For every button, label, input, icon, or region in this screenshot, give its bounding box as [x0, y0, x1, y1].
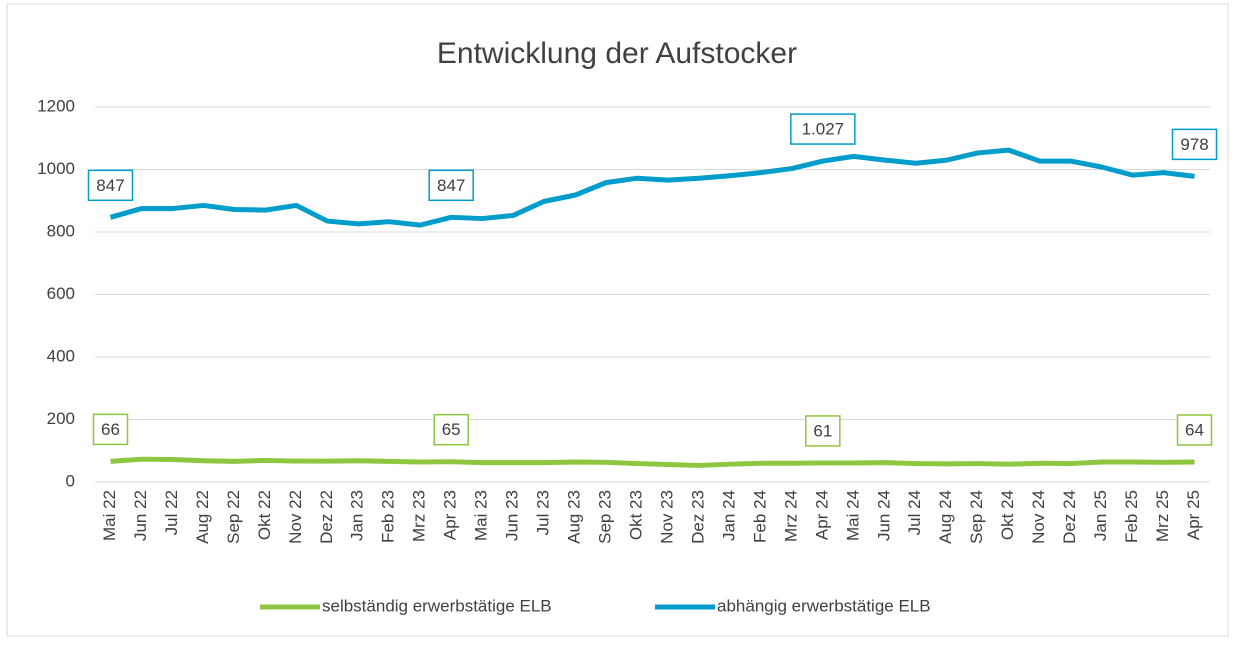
- x-tick-label: Aug 22: [193, 490, 212, 544]
- data-label: 847: [437, 176, 465, 195]
- series-line: [110, 456, 1195, 468]
- data-label: 978: [1180, 135, 1208, 154]
- x-tick-label: Okt 23: [626, 490, 645, 540]
- x-tick-label: Feb 23: [379, 490, 398, 543]
- x-tick-label: Jun 23: [503, 490, 522, 541]
- data-label: 847: [96, 176, 124, 195]
- x-tick-label: Jul 23: [534, 490, 553, 535]
- x-tick-label: Apr 25: [1184, 490, 1203, 540]
- y-tick-label: 1000: [37, 159, 75, 178]
- x-tick-label: Mai 23: [472, 490, 491, 541]
- x-tick-label: Okt 22: [255, 490, 274, 540]
- data-label: 61: [813, 421, 832, 440]
- x-tick-label: Sep 23: [596, 490, 615, 544]
- x-tick-label: Jun 24: [874, 490, 893, 541]
- x-tick-label: Jan 24: [719, 490, 738, 541]
- y-tick-label: 0: [66, 471, 75, 490]
- x-tick-label: Aug 23: [565, 490, 584, 544]
- x-tick-label: Mrz 25: [1153, 490, 1172, 542]
- x-tick-label: Mai 24: [843, 490, 862, 541]
- y-tick-label: 600: [47, 284, 75, 303]
- x-tick-label: Jul 22: [162, 490, 181, 535]
- data-label-box: [790, 113, 856, 145]
- y-tick-label: 200: [47, 409, 75, 428]
- x-tick-label: Mai 22: [100, 490, 119, 541]
- x-tick-label: Apr 23: [441, 490, 460, 540]
- data-label-box: [1171, 128, 1218, 161]
- x-tick-label: Mrz 24: [781, 490, 800, 542]
- data-label: 64: [1185, 420, 1204, 439]
- x-tick-label: Mrz 23: [410, 490, 429, 542]
- data-label: 1.027: [802, 120, 845, 139]
- data-label-box: [433, 413, 469, 446]
- x-tick-label: Jan 25: [1091, 490, 1110, 541]
- y-tick-label: 400: [47, 346, 75, 365]
- data-label: 66: [101, 420, 120, 439]
- x-tick-label: Dez 23: [688, 490, 707, 544]
- x-tick-label: Jul 24: [905, 490, 924, 535]
- x-tick-label: Jun 22: [131, 490, 150, 541]
- legend-label: selbständig erwerbstätige ELB: [322, 596, 552, 615]
- x-tick-label: Jan 23: [348, 490, 367, 541]
- data-label-box: [92, 413, 129, 446]
- series-line: [109, 147, 1195, 228]
- data-label: 65: [442, 420, 461, 439]
- x-tick-label: Feb 24: [750, 490, 769, 543]
- x-tick-label: Sep 24: [967, 490, 986, 544]
- data-label-box: [805, 415, 841, 447]
- x-tick-label: Apr 24: [812, 490, 831, 540]
- data-label-box: [428, 169, 474, 202]
- data-label-box: [1176, 414, 1213, 446]
- x-tick-label: Nov 22: [286, 490, 305, 544]
- legend-label: abhängig erwerbstätige ELB: [717, 596, 931, 615]
- x-tick-label: Nov 23: [657, 490, 676, 544]
- x-tick-label: Nov 24: [1029, 490, 1048, 544]
- data-label-box: [87, 169, 134, 202]
- chart-title: Entwicklung der Aufstocker: [437, 37, 797, 70]
- chart-frame: [6, 3, 1229, 637]
- y-tick-label: 1200: [37, 96, 75, 115]
- y-tick-label: 800: [47, 221, 75, 240]
- x-tick-label: Aug 24: [936, 490, 955, 544]
- x-tick-label: Sep 22: [224, 490, 243, 544]
- x-tick-label: Okt 24: [998, 490, 1017, 540]
- x-tick-label: Dez 24: [1060, 490, 1079, 544]
- x-tick-label: Dez 22: [317, 490, 336, 544]
- x-tick-label: Feb 25: [1122, 490, 1141, 543]
